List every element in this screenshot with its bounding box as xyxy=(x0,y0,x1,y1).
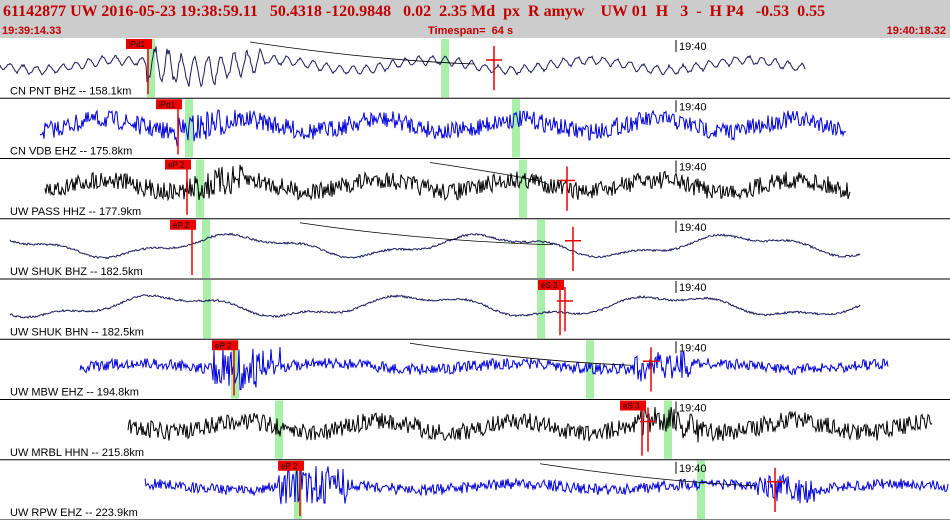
gap-marker xyxy=(537,219,545,278)
waveform-trace xyxy=(0,46,806,88)
gap-marker xyxy=(203,280,211,339)
channel-label: CN VDB EHZ -- 175.8km xyxy=(10,146,132,158)
gap-marker xyxy=(202,219,210,278)
minute-tick-label: 19:40 xyxy=(679,403,707,415)
channel-label: UW SHUK BHN -- 182.5km xyxy=(10,326,144,338)
seismogram-panel[interactable]: iPd1 19:40 CN PNT BHZ -- 158.1km iPd1 19:40 C… xyxy=(0,38,950,520)
pick-flag-label: iPd1 xyxy=(129,40,146,49)
waveform-trace xyxy=(44,164,851,202)
channel-label: UW SHUK BHZ -- 182.5km xyxy=(10,266,143,278)
channel-label: UW MRBL HHN -- 215.8km xyxy=(10,447,144,459)
pick-flag-label: eP 2 xyxy=(173,221,190,230)
minute-tick-label: 19:40 xyxy=(679,162,707,174)
minute-tick-label: 19:40 xyxy=(679,41,707,53)
channel-label: UW PASS HHZ -- 177.9km xyxy=(10,206,141,218)
channel-row[interactable]: eS 3 19:40 UW SHUK BHN -- 182.5km xyxy=(0,280,950,340)
waveform-trace xyxy=(9,294,861,319)
channel-row[interactable]: eP 2 19:40 UW SHUK BHZ -- 182.5km xyxy=(0,219,950,280)
event-summary-title: 61142877 UW 2016-05-23 19:38:59.11 50.43… xyxy=(3,3,826,20)
gap-marker xyxy=(519,159,527,218)
envelope-curve xyxy=(539,463,756,487)
gap-marker xyxy=(441,39,449,98)
pick-flag[interactable] xyxy=(170,219,196,230)
minute-tick-label: 19:40 xyxy=(679,463,707,475)
channel-row[interactable]: iPd1 19:40 CN PNT BHZ -- 158.1km xyxy=(0,39,950,99)
pick-flag-label: eP 2 xyxy=(281,462,298,471)
channel-row[interactable]: iPd1 19:40 CN VDB EHZ -- 175.8km xyxy=(0,99,950,159)
waveform-trace xyxy=(127,406,933,443)
pick-flag-label: eP 2 xyxy=(215,341,232,350)
pick-flag[interactable] xyxy=(538,280,564,290)
end-time: 19:40:18.32 xyxy=(886,25,946,37)
minute-tick-label: 19:40 xyxy=(679,222,707,234)
channel-row[interactable]: eP 2 19:40 UW MBW EHZ -- 194.8km xyxy=(0,340,950,400)
gap-marker xyxy=(512,99,520,158)
envelope-curve xyxy=(249,41,475,65)
envelope-curve xyxy=(299,222,554,246)
waveform-trace xyxy=(39,109,847,147)
pick-flag[interactable] xyxy=(165,159,191,170)
gap-marker xyxy=(537,280,545,339)
gap-marker xyxy=(586,340,594,399)
channel-label: CN PNT BHZ -- 158.1km xyxy=(10,85,131,97)
waveform-trace xyxy=(144,466,949,505)
pick-flag-label: iPd1 xyxy=(159,100,176,109)
pick-flag-label: eS 3 xyxy=(541,281,558,290)
envelope-curve xyxy=(429,162,548,185)
pick-flag-label: eS 3 xyxy=(623,402,640,411)
gap-marker xyxy=(664,400,672,459)
gap-marker xyxy=(697,460,705,519)
pick-flag[interactable] xyxy=(620,400,646,411)
pick-flag[interactable] xyxy=(278,460,304,471)
channel-row[interactable]: eS 3 19:40 UW MRBL HHN -- 215.8km xyxy=(0,400,950,461)
start-time: 19:39:14.33 xyxy=(2,25,62,37)
channel-label: UW MBW EHZ -- 194.8km xyxy=(10,387,139,399)
pick-flag[interactable] xyxy=(156,99,182,110)
envelope-curve xyxy=(409,342,632,366)
channel-row[interactable]: eP 2 19:40 UW PASS HHZ -- 177.9km xyxy=(0,159,950,220)
gap-marker xyxy=(275,400,283,459)
channel-label: UW RPW EHZ -- 223.9km xyxy=(10,507,138,519)
minute-tick-label: 19:40 xyxy=(679,342,707,354)
timespan-label: Timespan= 64 s xyxy=(428,25,514,37)
pick-flag-label: eP 2 xyxy=(168,161,185,170)
minute-tick-label: 19:40 xyxy=(679,282,707,294)
minute-tick-label: 19:40 xyxy=(679,101,707,113)
waveform-trace xyxy=(9,232,861,260)
pick-flag[interactable] xyxy=(212,340,238,351)
event-header: 61142877 UW 2016-05-23 19:38:59.11 50.43… xyxy=(0,0,950,38)
channel-row[interactable]: eP 2 19:40 UW RPW EHZ -- 223.9km xyxy=(0,460,950,520)
gap-marker xyxy=(231,340,239,399)
gap-marker xyxy=(196,159,204,218)
waveform-trace xyxy=(79,346,889,391)
pick-flag[interactable] xyxy=(126,39,152,49)
